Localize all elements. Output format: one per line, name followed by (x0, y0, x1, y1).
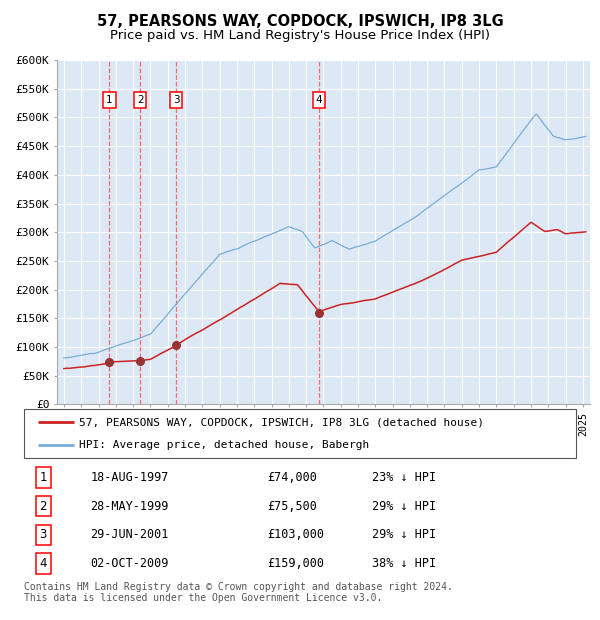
Text: 57, PEARSONS WAY, COPDOCK, IPSWICH, IP8 3LG: 57, PEARSONS WAY, COPDOCK, IPSWICH, IP8 … (97, 14, 503, 29)
FancyBboxPatch shape (24, 409, 576, 458)
Text: 1: 1 (106, 95, 113, 105)
Text: Price paid vs. HM Land Registry's House Price Index (HPI): Price paid vs. HM Land Registry's House … (110, 29, 490, 42)
Text: 29-JUN-2001: 29-JUN-2001 (90, 528, 169, 541)
Text: £75,500: £75,500 (267, 500, 317, 513)
Text: Contains HM Land Registry data © Crown copyright and database right 2024.
This d: Contains HM Land Registry data © Crown c… (24, 582, 453, 603)
Text: 3: 3 (173, 95, 179, 105)
Text: £103,000: £103,000 (267, 528, 324, 541)
Text: 38% ↓ HPI: 38% ↓ HPI (372, 557, 436, 570)
Text: 29% ↓ HPI: 29% ↓ HPI (372, 500, 436, 513)
Text: 57, PEARSONS WAY, COPDOCK, IPSWICH, IP8 3LG (detached house): 57, PEARSONS WAY, COPDOCK, IPSWICH, IP8 … (79, 417, 484, 427)
Text: 29% ↓ HPI: 29% ↓ HPI (372, 528, 436, 541)
Text: 2: 2 (137, 95, 143, 105)
Text: 2: 2 (40, 500, 47, 513)
Text: 23% ↓ HPI: 23% ↓ HPI (372, 471, 436, 484)
Text: 1: 1 (40, 471, 47, 484)
Text: HPI: Average price, detached house, Babergh: HPI: Average price, detached house, Babe… (79, 440, 370, 451)
Text: 4: 4 (316, 95, 322, 105)
Text: £74,000: £74,000 (267, 471, 317, 484)
Text: 3: 3 (40, 528, 47, 541)
Text: 4: 4 (40, 557, 47, 570)
Text: 02-OCT-2009: 02-OCT-2009 (90, 557, 169, 570)
Text: 18-AUG-1997: 18-AUG-1997 (90, 471, 169, 484)
Text: £159,000: £159,000 (267, 557, 324, 570)
Text: 28-MAY-1999: 28-MAY-1999 (90, 500, 169, 513)
